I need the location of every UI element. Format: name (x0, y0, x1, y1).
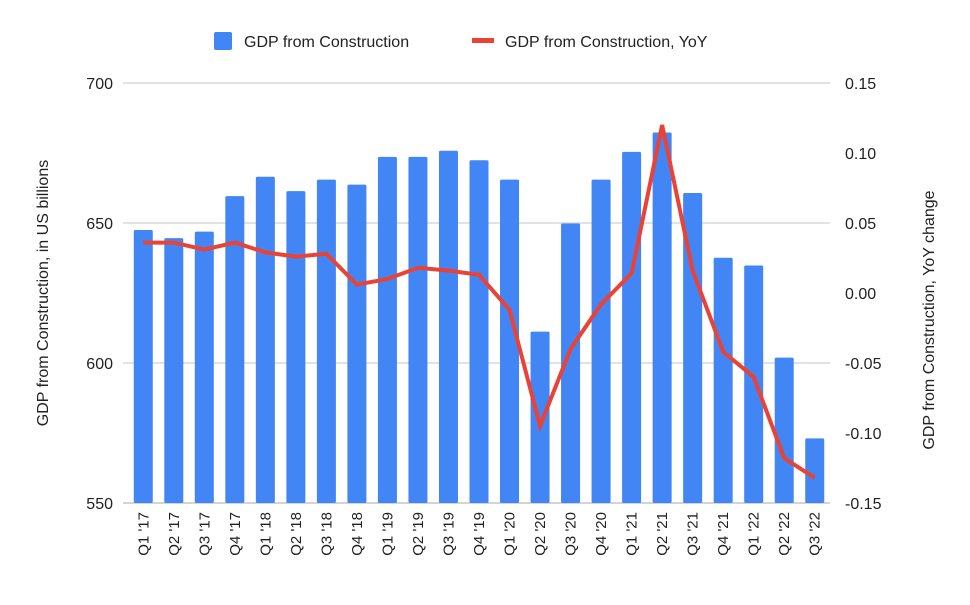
right-tick-label: 0.10 (845, 146, 876, 163)
bar (744, 266, 763, 503)
x-tick-label: Q1 '22 (746, 512, 763, 556)
x-tick-label: Q3 '17 (196, 512, 213, 556)
x-tick-label: Q4 '19 (471, 512, 488, 556)
x-axis-ticks: Q1 '17 Q2 '17 Q3 '17 Q4 '17 Q1 '18 Q2 '18 Q3 '… (135, 512, 823, 556)
left-axis-title: GDP from Construction, in US billions (35, 160, 52, 426)
bar (195, 232, 214, 503)
legend-swatch-bar (214, 32, 232, 50)
bar (714, 258, 733, 503)
legend: GDP from Construction GDP from Construct… (214, 32, 708, 51)
x-tick-label: Q3 '20 (563, 512, 580, 556)
left-tick-label: 550 (86, 496, 113, 513)
bar (805, 438, 824, 503)
right-tick-label: -0.15 (845, 496, 882, 513)
x-tick-label: Q4 '17 (227, 512, 244, 556)
x-tick-label: Q1 '17 (135, 512, 152, 556)
left-tick-label: 600 (86, 356, 113, 373)
right-tick-label: 0.05 (845, 216, 876, 233)
bar (775, 358, 794, 503)
x-tick-label: Q4 '18 (349, 512, 366, 556)
right-tick-label: 0.15 (845, 76, 876, 93)
x-tick-label: Q1 '19 (379, 512, 396, 556)
bar (164, 238, 183, 503)
x-tick-label: Q2 '19 (410, 512, 427, 556)
bar (531, 332, 550, 503)
x-tick-label: Q2 '22 (776, 512, 793, 556)
x-tick-label: Q2 '17 (166, 512, 183, 556)
left-tick-label: 700 (86, 76, 113, 93)
bar (256, 177, 275, 503)
bar (347, 185, 366, 503)
bar (286, 191, 305, 503)
right-axis-ticks: -0.15 -0.10 -0.05 0.00 0.05 0.10 0.15 (845, 76, 882, 513)
x-tick-label: Q2 '21 (654, 512, 671, 556)
x-tick-label: Q4 '20 (593, 512, 610, 556)
x-tick-label: Q3 '21 (685, 512, 702, 556)
right-tick-label: 0.00 (845, 286, 876, 303)
bar (408, 157, 427, 503)
bar (470, 160, 489, 503)
x-tick-label: Q4 '21 (715, 512, 732, 556)
bar (653, 133, 672, 503)
x-tick-label: Q3 '18 (318, 512, 335, 556)
bar (622, 152, 641, 503)
legend-label-bar: GDP from Construction (244, 34, 409, 51)
bar-series (134, 133, 824, 503)
bar (317, 180, 336, 503)
left-tick-label: 650 (86, 216, 113, 233)
right-tick-label: -0.05 (845, 356, 882, 373)
bar (134, 230, 153, 503)
right-tick-label: -0.10 (845, 426, 882, 443)
bar (592, 180, 611, 503)
x-tick-label: Q3 '19 (440, 512, 457, 556)
legend-swatch-line (472, 38, 494, 43)
right-axis-title: GDP from Construction, YoY change (921, 190, 938, 449)
x-tick-label: Q2 '18 (288, 512, 305, 556)
x-tick-label: Q1 '20 (502, 512, 519, 556)
left-axis-ticks: 550 600 650 700 (86, 76, 113, 513)
x-tick-label: Q2 '20 (532, 512, 549, 556)
legend-label-line: GDP from Construction, YoY (505, 34, 708, 51)
bar (378, 157, 397, 503)
x-tick-label: Q1 '21 (624, 512, 641, 556)
x-tick-label: Q1 '18 (257, 512, 274, 556)
bar (439, 151, 458, 503)
x-tick-label: Q3 '22 (807, 512, 824, 556)
